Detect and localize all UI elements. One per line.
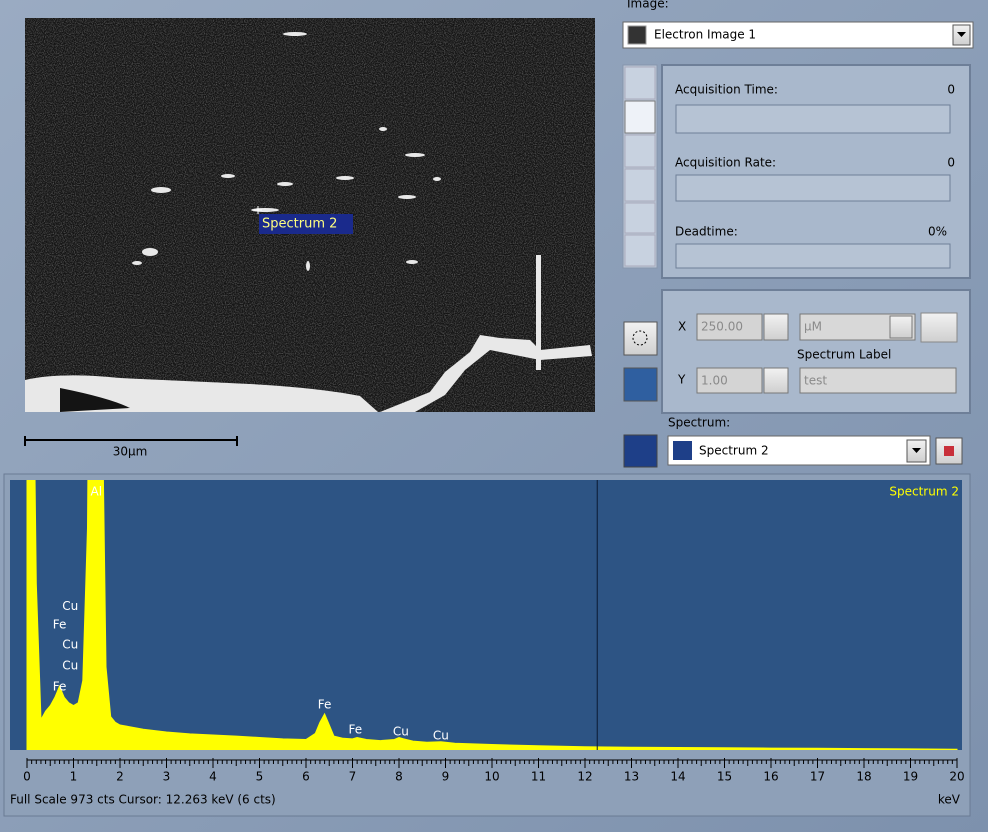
image-icon (628, 26, 646, 44)
spectrum-select-value: Spectrum 2 (699, 444, 769, 458)
stop-glyph (944, 446, 954, 456)
go-button[interactable] (921, 313, 957, 342)
acq-rate-value: 0 (947, 156, 955, 170)
y-spinner[interactable] (764, 368, 788, 393)
x-spinner[interactable] (764, 314, 788, 340)
tool-button[interactable] (625, 67, 655, 99)
x-tick-label: 18 (856, 770, 871, 784)
peak-label: Cu (62, 638, 78, 652)
peak-label: Fe (53, 680, 67, 694)
tool-button[interactable] (625, 101, 655, 133)
peak-label: Fe (318, 698, 332, 712)
x-tick-label: 3 (163, 770, 171, 784)
x-tick-label: 14 (670, 770, 685, 784)
point-button[interactable] (624, 322, 657, 355)
x-tick-label: 5 (256, 770, 264, 784)
deadtime-bar (676, 244, 950, 268)
x-tick-label: 0 (23, 770, 31, 784)
x-tick-label: 1 (70, 770, 78, 784)
spectrum-label-value: test (804, 374, 827, 388)
tool-button[interactable] (625, 203, 655, 233)
x-tick-label: 7 (349, 770, 357, 784)
x-tick-label: 13 (624, 770, 639, 784)
page: Spectrum 2 30µm Image: Electron Image 1 … (0, 0, 988, 832)
plot-area (10, 480, 962, 750)
x-tick-label: 4 (209, 770, 217, 784)
peak-label: Al (91, 485, 103, 499)
x-tick-label: 17 (810, 770, 825, 784)
peak-label: Cu (433, 729, 449, 743)
tool-button[interactable] (625, 135, 655, 167)
acq-time-bar (676, 105, 950, 133)
y-label: Y (677, 373, 686, 387)
y-value: 1.00 (701, 374, 728, 388)
x-axis-label: keV (938, 793, 961, 807)
x-tick-label: 6 (302, 770, 310, 784)
spectrum-button[interactable] (624, 435, 657, 467)
image-select-value: Electron Image 1 (654, 28, 756, 42)
status-text: Full Scale 973 cts Cursor: 12.263 keV (6… (10, 793, 276, 807)
deadtime-value: 0% (928, 225, 947, 239)
x-tick-label: 12 (577, 770, 592, 784)
peak-label: Fe (348, 723, 362, 737)
peak-label: Cu (393, 724, 409, 738)
x-tick-label: 2 (116, 770, 124, 784)
peak-label: Cu (62, 599, 78, 613)
scale-bar-label: 30µm (113, 445, 148, 459)
points-button[interactable] (624, 368, 657, 401)
x-tick-label: 8 (395, 770, 403, 784)
unit-arrow[interactable] (890, 316, 912, 338)
spectrum-label-caption: Spectrum Label (797, 348, 891, 362)
x-tick-label: 15 (717, 770, 732, 784)
x-value: 250.00 (701, 320, 743, 334)
spectrum-select-label: Spectrum: (668, 416, 730, 430)
acq-time-label: Acquisition Time: (675, 83, 778, 97)
tool-column (623, 65, 657, 268)
x-tick-label: 11 (531, 770, 546, 784)
legend-entry: Spectrum 2 (889, 485, 959, 499)
tool-button[interactable] (625, 169, 655, 201)
unit-value: µM (804, 320, 822, 334)
screen: Spectrum 2 30µm Image: Electron Image 1 … (0, 0, 988, 832)
image-label: Image: (627, 0, 669, 11)
x-tick-label: 16 (763, 770, 778, 784)
tool-button[interactable] (625, 235, 655, 266)
deadtime-label: Deadtime: (675, 225, 738, 239)
x-tick-label: 19 (903, 770, 918, 784)
peak-label: Cu (62, 659, 78, 673)
x-tick-label: 9 (442, 770, 450, 784)
spectrum-icon (673, 441, 692, 460)
acq-rate-bar (676, 175, 950, 201)
x-label: X (678, 320, 686, 334)
x-tick-label: 10 (484, 770, 499, 784)
marker-label: Spectrum 2 (262, 217, 337, 232)
acq-time-value: 0 (947, 83, 955, 97)
x-tick-label: 20 (949, 770, 964, 784)
peak-label: Fe (53, 618, 67, 632)
acq-rate-label: Acquisition Rate: (675, 156, 776, 170)
